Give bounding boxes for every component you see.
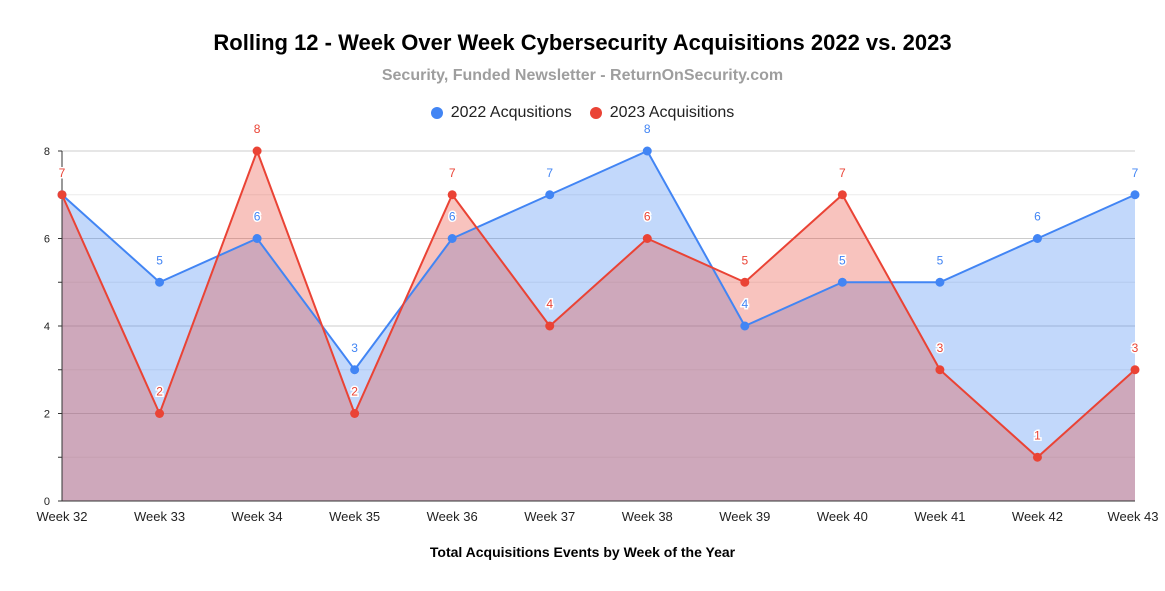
y-tick-label: 8 bbox=[44, 146, 50, 158]
data-label: 4 bbox=[741, 297, 748, 311]
data-point bbox=[1032, 452, 1042, 462]
data-label: 7 bbox=[449, 166, 456, 180]
data-label: 5 bbox=[156, 253, 163, 267]
y-tick-label: 6 bbox=[44, 234, 50, 246]
data-point bbox=[740, 321, 750, 331]
data-point bbox=[1130, 365, 1140, 375]
x-tick-label: Week 37 bbox=[524, 509, 575, 524]
series-line-0 bbox=[61, 149, 1136, 372]
x-tick-label: Week 40 bbox=[817, 509, 868, 524]
data-label: 6 bbox=[1034, 210, 1041, 224]
data-point bbox=[740, 277, 750, 287]
legend-item-2023[interactable]: 2023 Acquisitions bbox=[589, 104, 735, 122]
chart-legend: 2022 Acqusitions 2023 Acquisitions bbox=[0, 104, 1165, 122]
data-point bbox=[545, 321, 555, 331]
x-tick-label: Week 39 bbox=[719, 509, 770, 524]
data-point bbox=[57, 190, 67, 200]
x-tick-label: Week 33 bbox=[134, 509, 185, 524]
data-label: 8 bbox=[644, 122, 651, 136]
data-point bbox=[155, 277, 165, 287]
data-point bbox=[642, 146, 652, 156]
x-tick-label: Week 43 bbox=[1107, 509, 1158, 524]
x-tick-label: Week 42 bbox=[1012, 509, 1063, 524]
data-label: 6 bbox=[254, 210, 261, 224]
legend-swatch-2023 bbox=[589, 107, 602, 119]
data-label: 6 bbox=[644, 210, 651, 224]
x-tick-label: Week 32 bbox=[36, 509, 87, 524]
x-tick-label: Week 41 bbox=[914, 509, 965, 524]
data-point bbox=[252, 234, 262, 243]
series-area-0 bbox=[62, 151, 1135, 501]
data-point bbox=[447, 190, 457, 200]
x-tick-label: Week 38 bbox=[622, 509, 673, 524]
data-label: 7 bbox=[1132, 166, 1139, 180]
data-label: 7 bbox=[59, 166, 66, 180]
data-label: 8 bbox=[254, 122, 261, 136]
x-tick-label: Week 34 bbox=[232, 509, 283, 524]
data-label: 6 bbox=[449, 210, 456, 224]
data-point bbox=[837, 190, 847, 200]
data-point bbox=[350, 409, 360, 418]
data-label: 1 bbox=[1034, 428, 1041, 442]
data-point bbox=[642, 234, 652, 243]
y-tick-label: 0 bbox=[44, 496, 50, 508]
data-label: 7 bbox=[839, 166, 846, 180]
data-label: 3 bbox=[1132, 341, 1139, 355]
data-point bbox=[1032, 234, 1042, 243]
data-label: 2 bbox=[351, 385, 358, 399]
data-label: 5 bbox=[741, 253, 748, 267]
data-point bbox=[935, 277, 945, 287]
chart-subtitle: Security, Funded Newsletter - ReturnOnSe… bbox=[381, 67, 784, 84]
data-label: 4 bbox=[546, 297, 553, 311]
data-label: 2 bbox=[156, 385, 163, 399]
data-point bbox=[447, 234, 457, 243]
data-label: 3 bbox=[351, 341, 358, 355]
data-label: 5 bbox=[937, 253, 944, 267]
data-label: 3 bbox=[937, 341, 944, 355]
chart-title: Rolling 12 - Week Over Week Cybersecurit… bbox=[213, 30, 952, 55]
data-point bbox=[1130, 190, 1140, 200]
data-point bbox=[545, 190, 555, 200]
x-tick-label: Week 35 bbox=[329, 509, 380, 524]
data-point bbox=[350, 365, 360, 375]
legend-label-2022: 2022 Acqusitions bbox=[450, 104, 572, 121]
legend-swatch-2022 bbox=[430, 107, 443, 119]
y-tick-label: 2 bbox=[44, 409, 50, 421]
data-label: 7 bbox=[546, 166, 553, 180]
data-point bbox=[155, 409, 165, 418]
data-point bbox=[252, 146, 262, 156]
data-point bbox=[935, 365, 945, 375]
data-label: 7 bbox=[59, 166, 66, 180]
data-label: 5 bbox=[839, 253, 846, 267]
legend-label-2023: 2023 Acquisitions bbox=[609, 104, 735, 121]
x-tick-label: Week 36 bbox=[427, 509, 478, 524]
data-point bbox=[837, 277, 847, 287]
x-axis-title: Total Acquisitions Events by Week of the… bbox=[429, 544, 736, 560]
y-tick-label: 4 bbox=[44, 321, 50, 333]
legend-item-2022[interactable]: 2022 Acqusitions bbox=[430, 104, 572, 122]
series-line-1 bbox=[61, 148, 1136, 459]
